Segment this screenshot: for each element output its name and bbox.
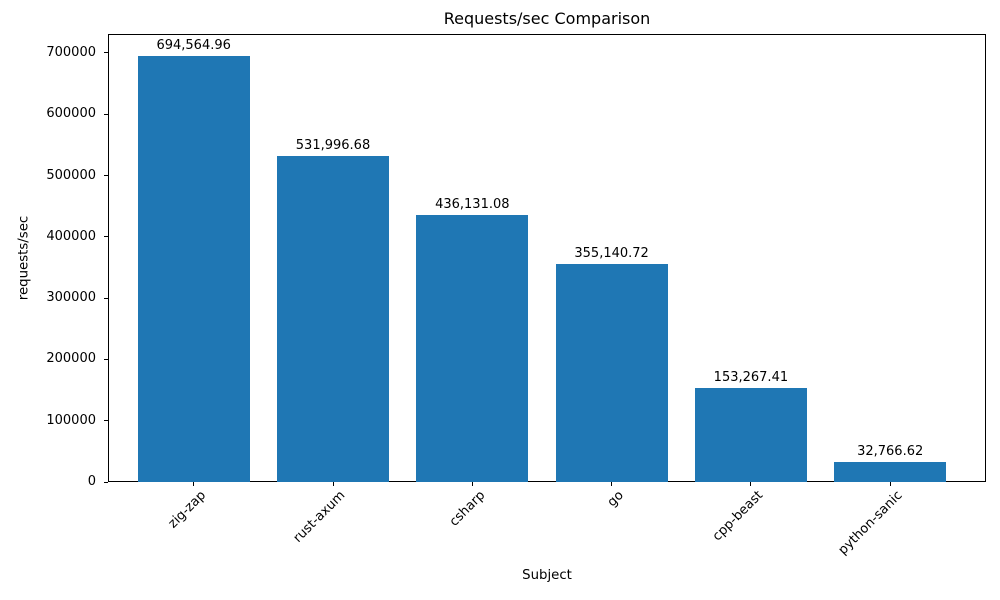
y-tick-label: 500000 (46, 167, 96, 183)
y-tick (104, 481, 108, 483)
y-tick (104, 297, 108, 299)
y-tick-label: 100000 (46, 412, 96, 428)
bar (137, 56, 250, 482)
bar-value-label: 355,140.72 (574, 246, 649, 262)
x-axis-label: Subject (522, 568, 572, 583)
x-tick (611, 482, 613, 486)
x-tick-label: python-sanic (835, 488, 906, 558)
bar (834, 461, 947, 482)
x-tick-label: cpp-beast (710, 488, 767, 545)
bar (694, 388, 807, 482)
bar-value-label: 531,996.68 (295, 137, 371, 153)
x-tick-label: zig-zap (165, 488, 210, 532)
plot-area (108, 34, 986, 482)
x-tick-label: go (605, 488, 628, 511)
chart-title: Requests/sec Comparison (443, 9, 651, 28)
bar-value-label: 32,766.62 (857, 443, 924, 459)
y-tick (104, 175, 108, 177)
x-tick (332, 482, 334, 486)
x-tick (471, 482, 473, 486)
y-tick-label: 600000 (46, 106, 96, 122)
y-tick-label: 300000 (46, 290, 96, 306)
bar (277, 155, 389, 482)
x-tick (889, 482, 891, 486)
x-tick-label: rust-axum (290, 488, 349, 546)
y-tick (104, 358, 108, 360)
y-tick-label: 200000 (46, 351, 96, 367)
bar-value-label: 694,564.96 (156, 38, 231, 54)
y-tick (104, 113, 108, 115)
y-tick-label: 0 (87, 474, 96, 489)
y-tick (104, 52, 108, 54)
bar (555, 264, 668, 482)
y-axis-label: requests/sec (16, 215, 32, 301)
y-tick (104, 236, 108, 238)
x-tick-label: csharp (446, 488, 488, 530)
y-tick-label: 400000 (46, 228, 96, 244)
y-tick (104, 420, 108, 422)
bar (416, 214, 529, 482)
bar-value-label: 436,131.08 (435, 196, 510, 212)
x-tick (750, 482, 752, 486)
y-tick-label: 700000 (46, 44, 96, 60)
bar-value-label: 153,267.41 (713, 370, 789, 386)
x-tick (193, 482, 195, 486)
